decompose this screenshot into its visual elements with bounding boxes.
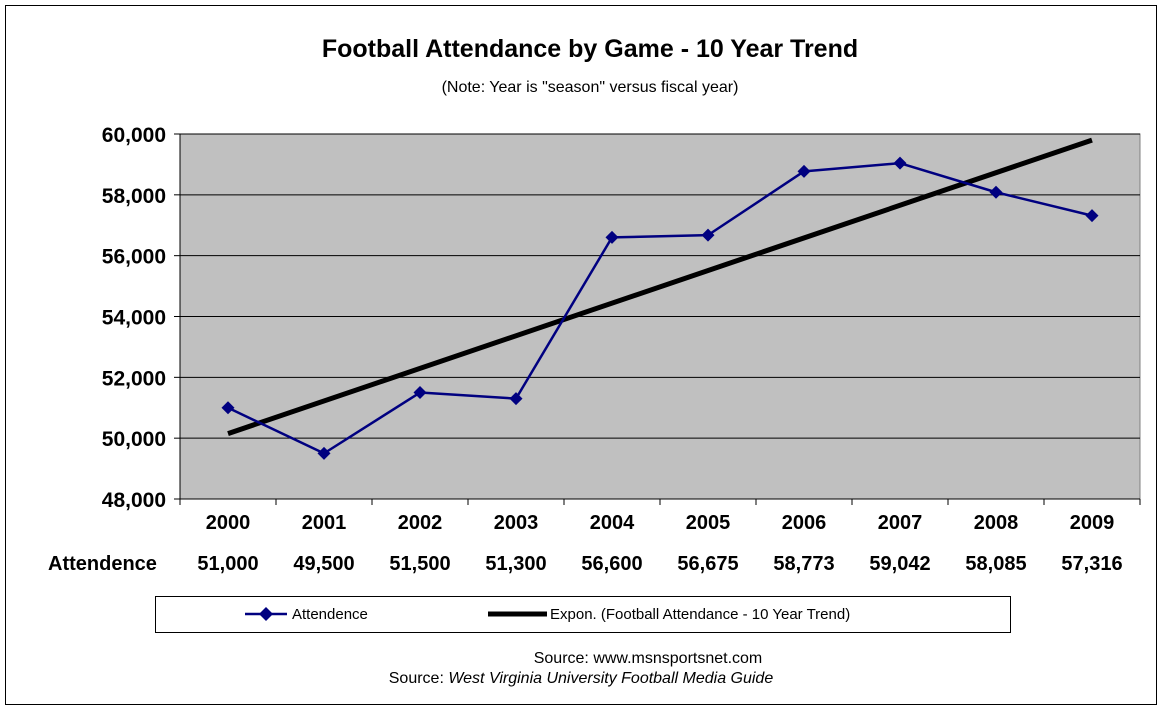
data-point-2006 bbox=[797, 164, 811, 178]
data-table-value-2002: 51,500 bbox=[389, 553, 450, 575]
legend-label-attendance: Attendence bbox=[292, 606, 368, 623]
x-tick-label-2000: 2000 bbox=[206, 512, 251, 534]
x-tick-label-2001: 2001 bbox=[302, 512, 347, 534]
data-point-2008 bbox=[989, 185, 1003, 199]
chart-title: Football Attendance by Game - 10 Year Tr… bbox=[322, 35, 858, 63]
data-point-2002 bbox=[413, 386, 427, 400]
data-table-value-2008: 58,085 bbox=[965, 553, 1026, 575]
x-tick-label-2003: 2003 bbox=[494, 512, 539, 534]
legend: Attendence Expon. (Football Attendance -… bbox=[155, 596, 1011, 633]
y-tick-label-50000: 50,000 bbox=[102, 428, 166, 451]
data-table-value-2004: 56,600 bbox=[581, 553, 642, 575]
data-table-value-2005: 56,675 bbox=[677, 553, 738, 575]
x-tick-label-2004: 2004 bbox=[590, 512, 635, 534]
attendance-series bbox=[221, 156, 1099, 460]
y-tick-label-56000: 56,000 bbox=[102, 246, 166, 269]
data-table-row-label: Attendence bbox=[48, 553, 157, 575]
source-line-2-prefix: Source: bbox=[389, 670, 449, 687]
data-point-2007 bbox=[893, 156, 907, 170]
x-tick-label-2008: 2008 bbox=[974, 512, 1019, 534]
data-point-2001 bbox=[317, 446, 331, 460]
x-tick-label-2005: 2005 bbox=[686, 512, 731, 534]
source-line-1: Source: www.msnsportsnet.com bbox=[534, 650, 763, 667]
trendline-expon bbox=[227, 137, 1093, 436]
data-table-value-2006: 58,773 bbox=[773, 553, 834, 575]
source-line-2: Source: West Virginia University Footbal… bbox=[389, 670, 774, 687]
data-table-value-2007: 59,042 bbox=[869, 553, 930, 575]
gridlines bbox=[180, 133, 1140, 439]
y-tick-label-60000: 60,000 bbox=[102, 124, 166, 147]
data-table-value-2001: 49,500 bbox=[293, 553, 354, 575]
y-tick-label-54000: 54,000 bbox=[102, 307, 166, 330]
y-tick-label-52000: 52,000 bbox=[102, 367, 166, 390]
x-tick-label-2007: 2007 bbox=[878, 512, 923, 534]
legend-label-trend: Expon. (Football Attendance - 10 Year Tr… bbox=[550, 606, 850, 623]
data-table-value-2000: 51,000 bbox=[197, 553, 258, 575]
x-tick-label-2002: 2002 bbox=[398, 512, 443, 534]
x-axis-ticks: 2000 2001 2002 2003 2004 2005 2006 2007 2008 2009 bbox=[179, 498, 1141, 534]
legend-box bbox=[155, 596, 1011, 633]
data-point-2005 bbox=[701, 228, 715, 242]
data-table-value-2009: 57,316 bbox=[1061, 553, 1122, 575]
legend-marker-diamond bbox=[259, 607, 273, 621]
attendance-line bbox=[227, 161, 1093, 455]
y-axis-ticks: 48,000 50,000 52,000 54,000 56,000 58,000 60,0… bbox=[102, 124, 181, 512]
data-point-2003 bbox=[509, 392, 523, 406]
x-tick-label-2006: 2006 bbox=[782, 512, 827, 534]
data-table-values: 51,000 49,500 51,500 51,300 56,600 56,675 58,7… bbox=[197, 553, 1122, 575]
data-table-value-2003: 51,300 bbox=[485, 553, 546, 575]
x-tick-label-2009: 2009 bbox=[1070, 512, 1115, 534]
data-point-2000 bbox=[221, 401, 235, 415]
y-tick-label-58000: 58,000 bbox=[102, 185, 166, 208]
data-point-2004 bbox=[605, 230, 619, 244]
chart-subtitle: (Note: Year is "season" versus fiscal ye… bbox=[442, 79, 739, 96]
y-tick-label-48000: 48,000 bbox=[102, 489, 166, 512]
data-point-2009 bbox=[1085, 209, 1099, 223]
source-line-2-italic: West Virginia University Football Media … bbox=[448, 670, 773, 687]
trendline bbox=[227, 137, 1093, 436]
